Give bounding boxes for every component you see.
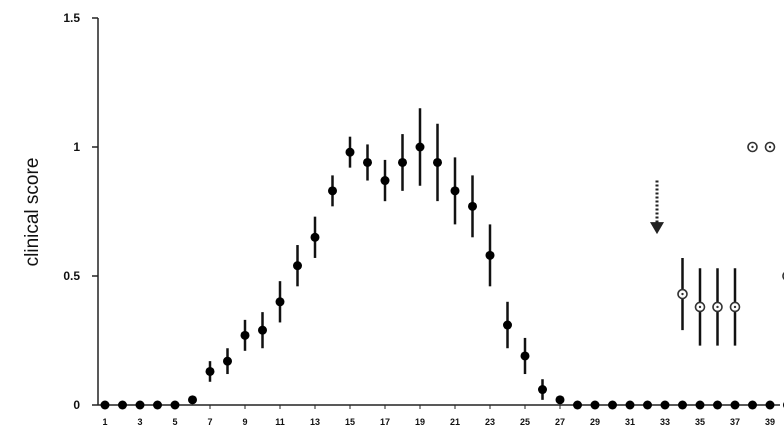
data-point-open-center	[681, 292, 684, 296]
data-point-filled	[555, 395, 565, 405]
x-tick-label: 7	[207, 417, 212, 427]
x-tick-label: 21	[450, 417, 460, 427]
data-point-open-center	[751, 145, 754, 149]
data-point-filled	[240, 330, 250, 340]
data-point-filled	[398, 157, 407, 167]
x-tick-label: 23	[485, 417, 495, 427]
data-point-filled	[188, 395, 197, 405]
x-tick-label: 25	[520, 417, 530, 427]
data-point-filled	[275, 297, 285, 307]
x-tick-label: 13	[310, 417, 320, 427]
y-axis-title: clinical score	[22, 158, 43, 267]
data-point-filled	[363, 157, 372, 167]
data-point-open-center	[733, 305, 737, 309]
data-point-filled	[345, 147, 355, 157]
data-point-open-center	[716, 305, 719, 309]
x-tick-label: 19	[415, 417, 425, 427]
error-bars	[208, 108, 737, 400]
x-tick-label: 37	[730, 417, 740, 427]
data-point-filled	[415, 142, 425, 152]
data-point-filled	[170, 400, 180, 410]
data-point-filled	[590, 400, 600, 410]
data-point-filled	[485, 250, 495, 260]
data-point-filled	[573, 400, 582, 410]
data-point-filled	[660, 400, 670, 410]
data-point-filled	[153, 400, 162, 410]
data-point-filled	[310, 232, 320, 242]
data-point-filled	[135, 400, 145, 410]
data-point-filled	[205, 366, 215, 376]
data-point-filled	[328, 186, 337, 196]
x-tick-label: 27	[555, 417, 565, 427]
y-tick-label: 0	[73, 398, 80, 412]
data-point-filled	[293, 261, 302, 271]
x-ticks: 1357911131517192123252729313335373941	[102, 405, 775, 427]
data-point-filled	[608, 400, 617, 410]
data-point-filled	[223, 356, 232, 366]
data-point-open-center	[768, 145, 772, 149]
x-tick-label: 5	[172, 417, 177, 427]
x-tick-label: 17	[380, 417, 390, 427]
data-point-filled	[625, 400, 635, 410]
data-point-filled	[695, 400, 705, 410]
y-tick-label: 1	[73, 140, 80, 154]
data-point-filled	[118, 400, 127, 410]
x-tick-label: 35	[695, 417, 705, 427]
data-point-filled	[748, 400, 757, 410]
x-tick-label: 39	[765, 417, 775, 427]
x-tick-label: 31	[625, 417, 635, 427]
data-point-filled	[503, 320, 512, 330]
data-point-filled	[258, 325, 267, 335]
y-tick-label: 0.5	[63, 269, 80, 283]
y-ticks: 0 0.5 1 1.5	[63, 11, 98, 412]
data-point-filled	[713, 400, 722, 410]
data-point-filled	[678, 400, 687, 410]
data-point-filled	[643, 400, 652, 410]
data-point-filled	[730, 400, 740, 410]
data-point-filled	[468, 201, 477, 211]
x-tick-label: 33	[660, 417, 670, 427]
data-point-filled	[538, 385, 547, 395]
x-tick-label: 3	[137, 417, 142, 427]
data-point-open-center	[698, 305, 702, 309]
x-tick-label: 1	[102, 417, 107, 427]
y-tick-label: 1.5	[63, 11, 80, 25]
data-point-filled	[520, 351, 530, 361]
x-tick-label: 11	[275, 417, 285, 427]
arrow-head-icon	[650, 222, 664, 235]
data-point-filled	[450, 186, 460, 196]
data-points	[100, 141, 784, 410]
data-point-filled	[765, 400, 775, 410]
x-tick-label: 29	[590, 417, 600, 427]
data-point-filled	[100, 400, 110, 410]
data-point-filled	[380, 176, 390, 186]
data-point-filled	[433, 157, 442, 167]
x-tick-label: 15	[345, 417, 355, 427]
x-tick-label: 9	[242, 417, 247, 427]
annotations	[650, 180, 664, 235]
